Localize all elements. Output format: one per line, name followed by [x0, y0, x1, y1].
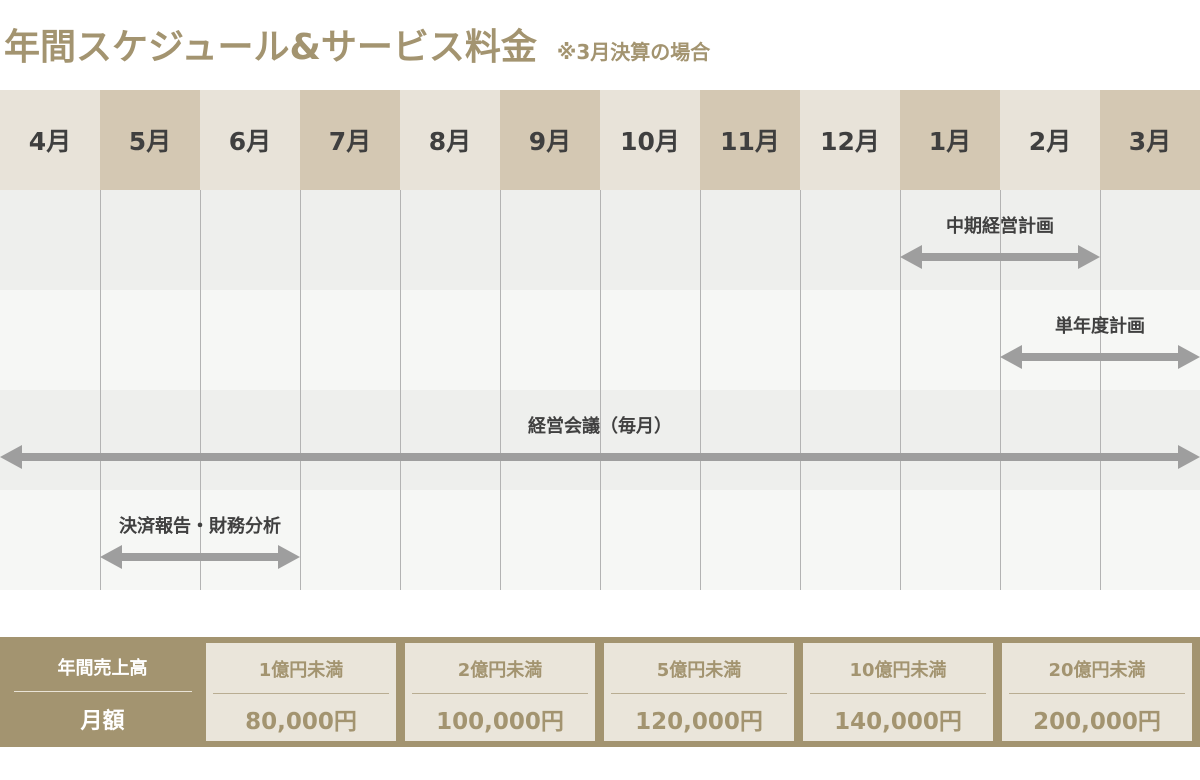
pricing-tier: 2億円未満 100,000円 — [405, 643, 595, 741]
schedule-label-annual-plan: 単年度計画 — [1055, 316, 1145, 337]
month-divider — [1000, 190, 1001, 590]
schedule-label-mid-term-plan: 中期経営計画 — [946, 216, 1054, 237]
pricing-row-labels: 年間売上高 月額 — [0, 637, 205, 747]
month-cell: 3月 — [1100, 90, 1200, 190]
tier-category: 20億円未満 — [1048, 660, 1146, 681]
annual-sales-label: 年間売上高 — [57, 658, 148, 679]
month-cell: 8月 — [400, 90, 500, 190]
tier-divider — [1009, 693, 1185, 694]
month-cell: 11月 — [700, 90, 800, 190]
arrow-annual-plan — [1000, 345, 1200, 369]
month-header-row: 4月 5月 6月 7月 8月 9月 10月 11月 12月 1月 2月 3月 — [0, 90, 1200, 190]
month-cell: 9月 — [500, 90, 600, 190]
tier-price: 100,000円 — [436, 709, 564, 735]
schedule-arrows — [0, 245, 1200, 569]
month-divider — [900, 190, 901, 590]
month-cell: 10月 — [600, 90, 700, 190]
page-title: 年間スケジュール&サービス料金 — [4, 27, 537, 68]
tier-divider — [213, 693, 389, 694]
tier-price: 140,000円 — [834, 709, 962, 735]
arrow-settlement-report — [100, 545, 300, 569]
monthly-fee-label: 月額 — [80, 709, 125, 734]
month-divider — [100, 190, 101, 590]
tier-price: 200,000円 — [1033, 709, 1161, 735]
tier-category: 2億円未満 — [457, 660, 543, 681]
tier-price: 120,000円 — [635, 709, 763, 735]
month-divider — [1100, 190, 1101, 590]
tier-category: 10億円未満 — [849, 660, 947, 681]
tier-price: 80,000円 — [245, 709, 357, 735]
arrow-mid-term-plan — [900, 245, 1100, 269]
schedule-timeline: 中期経営計画 単年度計画 経営会議（毎月） 決済報告・財務分析 — [0, 190, 1200, 590]
month-cell: 1月 — [900, 90, 1000, 190]
pricing-tier: 5億円未満 120,000円 — [604, 643, 794, 741]
schedule-label-settlement-report: 決済報告・財務分析 — [119, 516, 281, 537]
month-cell: 6月 — [200, 90, 300, 190]
arrow-management-meeting — [0, 445, 1200, 469]
month-divider — [500, 190, 501, 590]
pricing-tier: 1億円未満 80,000円 — [206, 643, 396, 741]
month-divider — [700, 190, 701, 590]
pricing-table: 年間売上高 月額 1億円未満 80,000円 2億円未満 100,000円 5億… — [0, 637, 1200, 747]
month-divider — [300, 190, 301, 590]
month-cell: 7月 — [300, 90, 400, 190]
schedule-label-management-meeting: 経営会議（毎月） — [528, 416, 672, 437]
tier-divider — [810, 693, 986, 694]
month-cell: 4月 — [0, 90, 100, 190]
page-title-block: 年間スケジュール&サービス料金 ※3月決算の場合 — [4, 18, 710, 68]
month-divider — [800, 190, 801, 590]
tier-category: 1億円未満 — [258, 660, 344, 681]
tier-divider — [412, 693, 588, 694]
pricing-tier: 10億円未満 140,000円 — [803, 643, 993, 741]
month-divider — [200, 190, 201, 590]
tier-category: 5億円未満 — [656, 660, 742, 681]
month-divider — [400, 190, 401, 590]
month-cell: 5月 — [100, 90, 200, 190]
pricing-tier: 20億円未満 200,000円 — [1002, 643, 1192, 741]
title-note: ※3月決算の場合 — [556, 40, 711, 64]
month-cell: 12月 — [800, 90, 900, 190]
tier-divider — [611, 693, 787, 694]
month-cell: 2月 — [1000, 90, 1100, 190]
row-label-divider — [14, 691, 192, 692]
month-divider — [600, 190, 601, 590]
